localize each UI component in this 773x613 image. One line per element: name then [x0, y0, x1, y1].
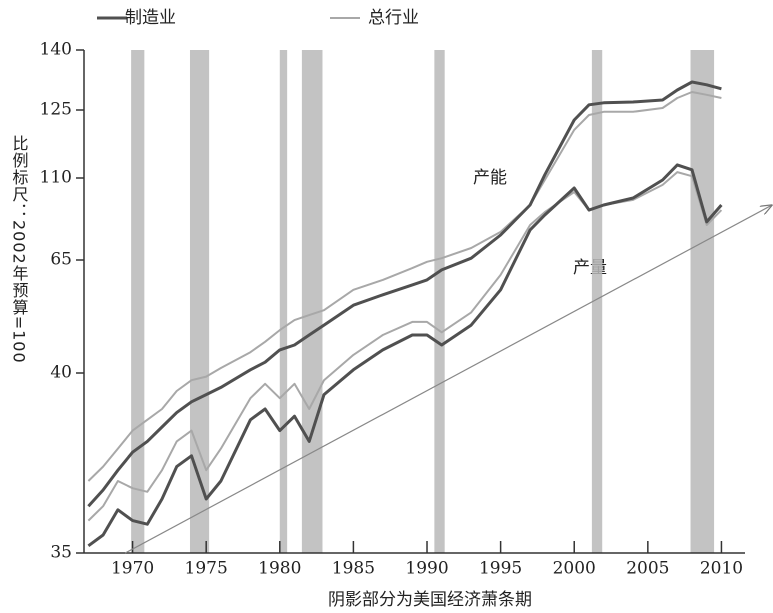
x-tick-label: 2000 — [553, 559, 596, 579]
y-tick-label: 140 — [40, 40, 72, 60]
series-line — [87, 91, 722, 482]
x-tick-label: 1985 — [332, 559, 375, 579]
recession-band — [131, 50, 145, 553]
y-tick-label: 65 — [50, 250, 72, 270]
recession-band — [189, 50, 210, 553]
recession-band — [591, 50, 603, 553]
x-tick-label: 1990 — [405, 559, 448, 579]
recession-band — [301, 50, 323, 553]
x-tick-label: 2010 — [700, 559, 743, 579]
annotation: 产能 — [473, 168, 507, 188]
trend-arrow — [124, 205, 771, 554]
legend-label: 制造业 — [125, 8, 176, 28]
series-line — [87, 80, 722, 508]
series-line — [87, 163, 723, 548]
series-line — [87, 171, 723, 522]
x-tick-label: 1975 — [185, 559, 228, 579]
x-axis-title: 阴影部分为美国经济萧条期 — [328, 590, 532, 610]
x-tick-label: 1970 — [111, 559, 154, 579]
y-tick-label: 35 — [50, 543, 72, 563]
y-axis-title: 比例标尺：2002年预算=100 — [10, 135, 29, 364]
y-tick-label: 125 — [40, 100, 72, 120]
x-tick-label: 2005 — [626, 559, 669, 579]
recession-band — [690, 50, 715, 553]
y-tick-label: 40 — [50, 363, 72, 383]
x-tick-label: 1995 — [479, 559, 522, 579]
recession-band — [279, 50, 288, 553]
x-tick-label: 1980 — [258, 559, 301, 579]
recession-band — [434, 50, 445, 553]
legend-label: 总行业 — [368, 8, 419, 28]
y-tick-label: 110 — [40, 168, 72, 188]
